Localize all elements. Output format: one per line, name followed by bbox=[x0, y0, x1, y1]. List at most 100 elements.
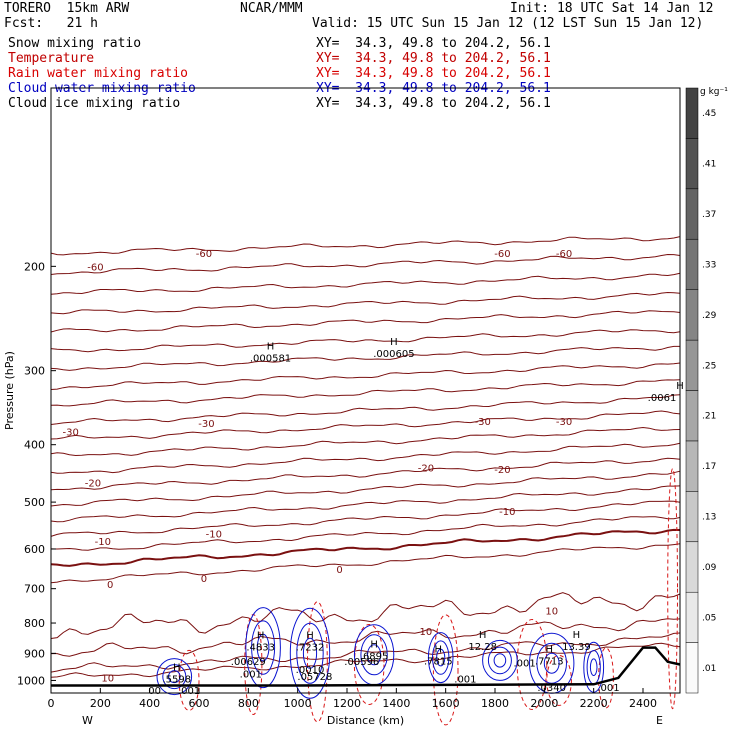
max-value-label: 13.39 bbox=[562, 642, 591, 653]
isotherm-line bbox=[50, 442, 681, 474]
isotherm-line bbox=[50, 632, 681, 673]
cloud-water-contour bbox=[162, 664, 187, 690]
isotherm-line bbox=[50, 426, 681, 457]
colorbar-swatch bbox=[685, 138, 699, 190]
colorbar-unit: g kg⁻¹ bbox=[700, 87, 728, 97]
max-value-label: .00629 bbox=[231, 657, 266, 668]
isotherm-label: -10 bbox=[499, 507, 515, 518]
axes: 0 200 400 600 800 1000 1200 1400 1600 1800 2000 220… bbox=[17, 260, 657, 710]
y-tick-label: 900 bbox=[24, 647, 45, 660]
cloud-water-contour bbox=[543, 652, 560, 674]
isotherm-line bbox=[50, 592, 681, 639]
field-range-rain: XY= 34.3, 49.8 to 204.2, 56.1 bbox=[316, 66, 551, 81]
x-tick-label: 1800 bbox=[481, 697, 509, 710]
max-marker: H bbox=[435, 644, 443, 655]
colorbar-tick-label: .41 bbox=[702, 160, 716, 170]
x-tick-label: 800 bbox=[238, 697, 259, 710]
forecast-hour: Fcst: 21 h bbox=[4, 16, 98, 31]
isotherm-label: -20 bbox=[85, 478, 101, 489]
cloud-water-contour bbox=[586, 650, 601, 685]
isotherm-label: -60 bbox=[494, 249, 510, 260]
cloud-water-contour bbox=[427, 632, 454, 684]
colorbar-tick-label: .01 bbox=[702, 664, 716, 674]
isotherm-line bbox=[50, 291, 681, 315]
x-tick-label: 1400 bbox=[382, 697, 410, 710]
y-axis-label: Pressure (hPa) bbox=[3, 351, 16, 430]
isotherm-label: -10 bbox=[206, 530, 222, 541]
isotherm-label: 10 bbox=[545, 607, 558, 618]
field-name-cloud-ice: Cloud ice mixing ratio bbox=[8, 96, 181, 111]
colorbar-swatch bbox=[685, 491, 699, 542]
cloud-water-contour bbox=[482, 639, 518, 681]
isotherm-line bbox=[50, 642, 681, 678]
isotherm-line bbox=[50, 236, 681, 256]
cloud-water-contour bbox=[302, 637, 318, 669]
isotherm-label: 10 bbox=[101, 673, 114, 684]
temperature-isotherms bbox=[50, 236, 681, 678]
colorbar-tick-label: .21 bbox=[702, 412, 716, 422]
field-name-rain: Rain water mixing ratio bbox=[8, 66, 189, 81]
isotherm-label: 0 bbox=[201, 574, 207, 585]
max-marker: H bbox=[546, 644, 554, 655]
cloud-water-contours bbox=[156, 607, 605, 699]
isotherm-line bbox=[50, 345, 680, 371]
y-tick-label: 700 bbox=[24, 583, 45, 596]
isotherm-line bbox=[50, 362, 681, 390]
cloud-water-contour bbox=[360, 634, 388, 676]
colorbar-tick-label: .45 bbox=[702, 109, 716, 119]
colorbar-swatch bbox=[685, 541, 699, 593]
isotherm-line bbox=[50, 394, 681, 425]
x-tick-label: 2400 bbox=[629, 697, 657, 710]
y-tick-label: 500 bbox=[24, 496, 45, 509]
x-tick-label: 1600 bbox=[432, 697, 460, 710]
isotherm-line bbox=[51, 618, 681, 657]
cloud-water-contour bbox=[367, 644, 382, 666]
isotherm-label: -60 bbox=[556, 249, 572, 260]
isotherm-line bbox=[50, 329, 681, 353]
colorbar-swatch bbox=[685, 440, 699, 492]
isotherm-label: -30 bbox=[556, 417, 572, 428]
x-end-label-west: W bbox=[82, 714, 93, 727]
max-marker: H bbox=[267, 342, 275, 353]
y-tick-label: 600 bbox=[24, 543, 45, 556]
field-range-snow: XY= 34.3, 49.8 to 204.2, 56.1 bbox=[316, 36, 551, 51]
x-end-label-east: E bbox=[656, 714, 663, 727]
colorbar-swatch bbox=[685, 390, 699, 442]
cloud-water-contour bbox=[245, 607, 281, 689]
max-marker: H bbox=[173, 663, 181, 674]
max-value-label: .6895 bbox=[360, 651, 389, 662]
rain-water-cell bbox=[353, 624, 385, 705]
isotherm-line bbox=[50, 253, 681, 275]
terrain-line bbox=[51, 646, 681, 687]
isotherm-label: -20 bbox=[418, 464, 434, 475]
isotherm-line bbox=[50, 310, 681, 333]
max-value-label: .001 bbox=[240, 669, 262, 680]
colorbar-swatch bbox=[685, 87, 699, 139]
colorbar-tick-label: .13 bbox=[702, 513, 716, 523]
isotherm-label: -30 bbox=[63, 428, 79, 439]
colorbar-swatch bbox=[685, 289, 699, 341]
isotherm-line bbox=[50, 543, 681, 584]
isotherm-line bbox=[50, 516, 681, 551]
y-tick-label: 300 bbox=[24, 365, 45, 378]
cloud-water-contour bbox=[156, 658, 193, 696]
colorbar-tick-label: .25 bbox=[702, 361, 716, 371]
rain-water-cell bbox=[432, 614, 459, 726]
cloud-water-contour bbox=[487, 646, 512, 675]
colorbar-tick-label: .05 bbox=[702, 613, 716, 623]
isotherm-line bbox=[50, 500, 681, 537]
rain-water-cell bbox=[546, 654, 572, 706]
max-value-label: .001 bbox=[178, 686, 200, 697]
max-value-label: .7713 bbox=[535, 656, 564, 667]
y-tick-label: 800 bbox=[24, 617, 45, 630]
y-tick-label: 1000 bbox=[17, 674, 45, 687]
max-value-label: .0010 bbox=[296, 665, 325, 676]
max-marker: H bbox=[390, 337, 398, 348]
terrain-profile bbox=[51, 646, 681, 687]
colorbar-tick-label: .09 bbox=[702, 563, 717, 573]
x-tick-label: 600 bbox=[189, 697, 210, 710]
isotherm-line bbox=[50, 470, 681, 507]
cloud-water-contour bbox=[168, 670, 181, 684]
x-tick-label: 200 bbox=[90, 697, 111, 710]
